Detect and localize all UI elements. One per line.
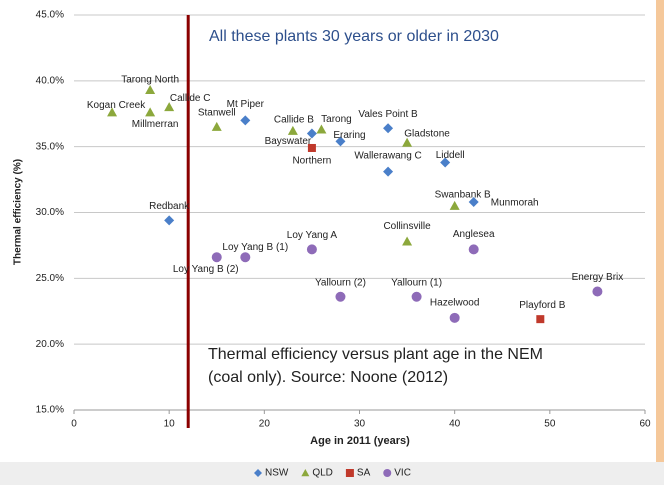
y-tick-label: 45.0% <box>36 10 64 21</box>
point-label: Eraring <box>333 130 365 141</box>
marker <box>383 166 394 177</box>
point-label: Yallourn (2) <box>315 277 366 288</box>
point-label: Tarong <box>321 114 352 125</box>
marker <box>211 121 222 131</box>
point-label: Loy Yang A <box>287 230 338 241</box>
point-label: Wallerawang C <box>354 150 421 161</box>
marker <box>306 244 317 255</box>
point-label: Swanbank B <box>435 190 491 201</box>
point-label: Liddell <box>436 150 465 161</box>
marker <box>449 200 460 210</box>
marker <box>440 157 451 168</box>
point-label: Callide C <box>170 93 211 104</box>
marker <box>411 291 422 302</box>
point-label: Redbank <box>149 201 190 212</box>
y-tick-label: 30.0% <box>36 207 64 218</box>
point-label: Anglesea <box>453 229 495 240</box>
marker <box>164 102 175 112</box>
marker <box>164 215 175 226</box>
x-axis-title: Age in 2011 (years) <box>310 435 410 447</box>
y-tick-label: 25.0% <box>36 273 64 284</box>
point-label: Millmerran <box>132 119 179 130</box>
y-tick-label: 35.0% <box>36 141 64 152</box>
marker <box>402 137 413 147</box>
marker <box>335 136 346 147</box>
y-tick-label: 40.0% <box>36 75 64 86</box>
marker <box>345 469 354 477</box>
y-axis-title: Thermal efficiency (%) <box>13 159 24 265</box>
point-label: Northern <box>292 156 331 167</box>
y-tick-label: 20.0% <box>36 339 64 350</box>
side-strip <box>656 0 664 462</box>
point-label: Stanwell <box>198 108 236 119</box>
point-label: Mt Piper <box>227 99 265 110</box>
marker <box>287 125 298 135</box>
point-label: Energy Brix <box>572 272 624 283</box>
note-top: All these plants 30 years or older in 20… <box>209 28 499 45</box>
point-label: Gladstone <box>404 128 450 139</box>
marker <box>211 252 222 263</box>
marker <box>316 124 327 134</box>
x-tick-label: 60 <box>639 419 651 430</box>
x-tick-label: 20 <box>259 419 271 430</box>
point-label: Tarong North <box>121 75 179 86</box>
point-label: Callide B <box>274 115 314 126</box>
x-tick-label: 0 <box>71 419 77 430</box>
point-label: Loy Yang B (2) <box>173 264 239 275</box>
marker <box>592 286 603 297</box>
marker <box>536 315 545 324</box>
point-label: Collinsville <box>383 221 431 232</box>
marker <box>254 469 262 477</box>
point-label: Loy Yang B (1) <box>222 242 288 253</box>
marker <box>402 236 413 246</box>
note-bottom: (coal only). Source: Noone (2012) <box>208 369 448 386</box>
point-label: Munmorah <box>491 198 539 209</box>
marker <box>468 196 479 207</box>
x-tick-label: 40 <box>449 419 461 430</box>
marker <box>383 123 394 134</box>
point-label: Vales Point B <box>358 109 418 120</box>
legend-label: VIC <box>394 468 411 479</box>
marker <box>335 291 346 302</box>
legend-label: SA <box>357 468 371 479</box>
marker <box>301 469 310 477</box>
x-tick-label: 10 <box>164 419 176 430</box>
marker <box>306 128 317 139</box>
marker <box>145 85 156 95</box>
note-bottom: Thermal efficiency versus plant age in t… <box>208 346 543 363</box>
marker <box>240 115 251 126</box>
marker <box>107 107 118 117</box>
marker <box>240 252 251 263</box>
footer-band <box>0 462 664 485</box>
point-label: Playford B <box>519 300 565 311</box>
legend-label: NSW <box>265 468 289 479</box>
x-tick-label: 30 <box>354 419 366 430</box>
marker <box>383 469 392 477</box>
marker <box>449 312 460 323</box>
point-label: Kogan Creek <box>87 100 146 111</box>
point-label: Yallourn (1) <box>391 277 442 288</box>
marker <box>307 143 316 152</box>
point-label: Bayswater <box>265 136 312 147</box>
marker <box>145 107 156 117</box>
x-tick-label: 50 <box>544 419 556 430</box>
marker <box>468 244 479 255</box>
legend-label: QLD <box>312 468 333 479</box>
y-tick-label: 15.0% <box>36 405 64 416</box>
point-label: Hazelwood <box>430 297 479 308</box>
